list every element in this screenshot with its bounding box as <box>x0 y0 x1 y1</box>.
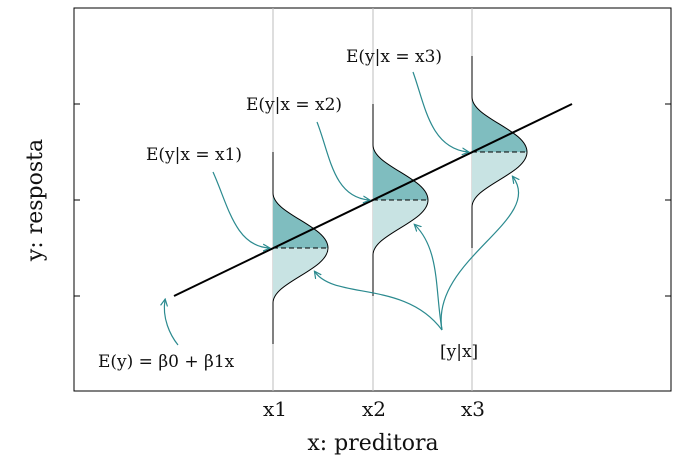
x-axis-label: x: preditora <box>307 431 438 456</box>
arrow-e1 <box>212 171 269 248</box>
label-regression: E(y) = β0 + β1x <box>98 352 235 372</box>
annotation-arrows <box>164 71 519 346</box>
density-curve-x2 <box>372 104 429 296</box>
density-lower-x2 <box>373 200 428 296</box>
density-upper-x2 <box>373 104 428 200</box>
arrow-line <box>164 300 179 346</box>
label-e2: E(y|x = x2) <box>246 95 342 115</box>
label-e1: E(y|x = x1) <box>146 145 242 165</box>
y-ticks <box>74 103 671 297</box>
distribution-x3 <box>471 56 528 248</box>
density-curve-x1 <box>272 152 329 344</box>
arrow-e3 <box>412 71 468 152</box>
distribution-x1 <box>272 152 329 344</box>
density-lower-x1 <box>273 248 328 344</box>
regression-line <box>173 103 573 297</box>
xtick-x1: x1 <box>263 397 287 421</box>
arrow-cond-1 <box>315 272 443 331</box>
label-e3: E(y|x = x3) <box>346 47 442 67</box>
label-conditional: [y|x] <box>440 342 478 362</box>
distribution-x2 <box>372 104 429 296</box>
density-upper-x3 <box>472 56 527 152</box>
xtick-x2: x2 <box>362 397 386 421</box>
arrow-cond-2 <box>415 225 443 331</box>
arrow-e2 <box>316 121 369 200</box>
arrow-cond-3 <box>440 177 519 331</box>
density-upper-x1 <box>273 152 328 248</box>
density-lower-x3 <box>472 152 527 248</box>
density-curve-x3 <box>471 56 528 248</box>
xtick-x3: x3 <box>461 397 485 421</box>
y-axis-label: y: resposta <box>23 139 48 262</box>
